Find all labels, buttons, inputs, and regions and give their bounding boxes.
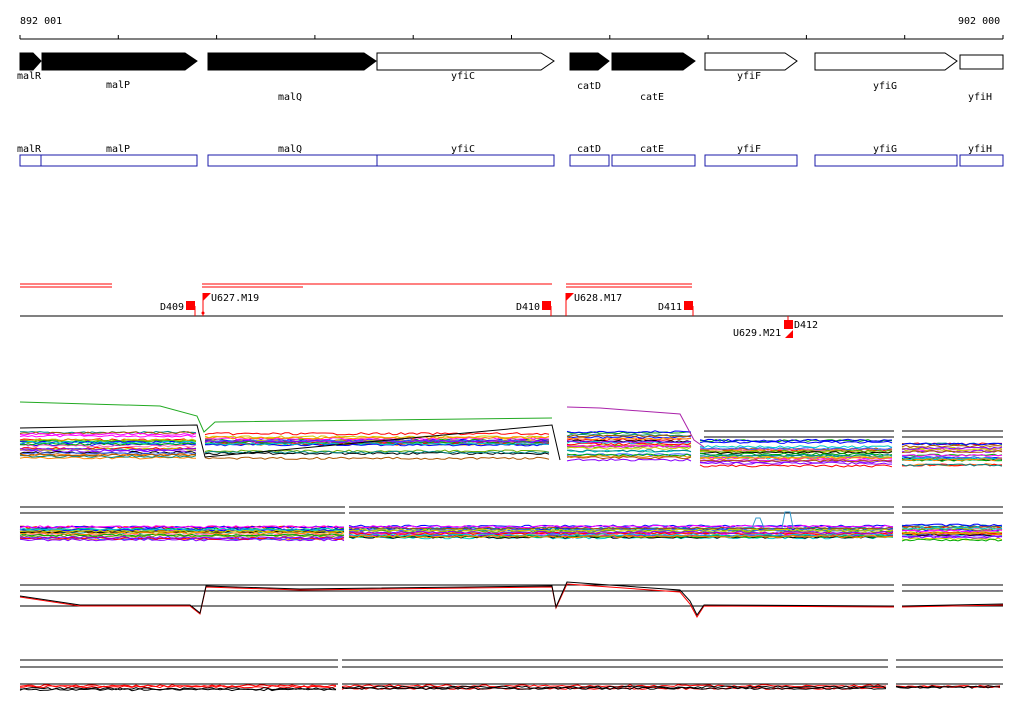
transcript-label-catE: catE — [640, 144, 664, 155]
gene-yfiG[interactable]: yfiG — [814, 52, 958, 92]
gene-yfiF[interactable]: yfiF — [704, 52, 798, 82]
marker-label-D411: D411 — [658, 302, 682, 313]
gene-label-catE: catE — [640, 92, 664, 103]
axis-start-label: 892 001 — [20, 16, 62, 27]
gene-label-catD: catD — [577, 81, 601, 92]
expression-profile-track-3 — [19, 581, 1004, 618]
marker-label-U629-M21: U629.M21 — [733, 328, 781, 339]
gene-yfiH[interactable]: yfiH — [959, 54, 1004, 103]
marker-D411[interactable]: D411 — [658, 301, 694, 316]
transcript-box-malP[interactable]: malP — [40, 144, 198, 167]
expression-profile-track-4 — [19, 659, 1003, 692]
transcript-track: malR malP malQ yfiC catD catE yfiF yfiG — [17, 144, 1004, 167]
segment-lines — [20, 283, 692, 288]
marker-label-D412: D412 — [794, 320, 818, 331]
marker-label-U628-M17: U628.M17 — [574, 293, 622, 304]
gene-track: malR malP malQ yfiC catD catE yf — [17, 52, 1004, 103]
marker-label-D409: D409 — [160, 302, 184, 313]
transcript-label-malP: malP — [106, 144, 130, 155]
transcript-box-yfiG[interactable]: yfiG — [814, 144, 958, 167]
gene-label-yfiH: yfiH — [968, 92, 992, 103]
transcript-label-catD: catD — [577, 144, 601, 155]
transcript-label-yfiG: yfiG — [873, 144, 897, 155]
coordinate-axis: 892 001 902 000 — [19, 16, 1004, 40]
marker-D412[interactable]: D412 — [784, 316, 818, 331]
marker-D409[interactable]: D409 — [160, 301, 196, 316]
transcript-box-malR[interactable]: malR — [17, 144, 42, 167]
transcript-label-yfiC: yfiC — [451, 144, 475, 155]
gene-label-malQ: malQ — [278, 92, 302, 103]
gene-yfiC[interactable]: yfiC — [376, 52, 555, 82]
expression-profile-track-2 — [19, 506, 1003, 542]
transcript-box-yfiH[interactable]: yfiH — [959, 144, 1004, 167]
expression-profile-track-1 — [19, 401, 1003, 468]
marker-label-D410: D410 — [516, 302, 540, 313]
transcript-label-malR: malR — [17, 144, 42, 155]
gene-label-yfiC: yfiC — [451, 71, 475, 82]
transcript-label-malQ: malQ — [278, 144, 302, 155]
gene-malR[interactable]: malR — [17, 52, 42, 82]
transcript-label-yfiF: yfiF — [737, 144, 761, 155]
transcript-box-yfiF[interactable]: yfiF — [704, 144, 798, 167]
marker-U627-M19[interactable]: U627.M19 — [201, 293, 260, 316]
marker-track: D409 U627.M19 D410 U628.M17 D411 D412 — [160, 293, 818, 339]
gene-label-yfiF: yfiF — [737, 71, 761, 82]
marker-label-U627-M19: U627.M19 — [211, 293, 259, 304]
gene-label-yfiG: yfiG — [873, 81, 897, 92]
gene-label-malP: malP — [106, 80, 130, 91]
gene-malP[interactable]: malP — [41, 52, 198, 91]
marker-D410[interactable]: D410 — [516, 301, 552, 316]
transcript-label-yfiH: yfiH — [968, 144, 992, 155]
transcript-box-catD[interactable]: catD — [569, 144, 610, 167]
marker-U628-M17[interactable]: U628.M17 — [565, 293, 622, 316]
gene-label-malR: malR — [17, 71, 42, 82]
transcript-box-catE[interactable]: catE — [611, 144, 696, 167]
marker-U629-M21[interactable]: U629.M21 — [733, 328, 793, 339]
transcript-box-yfiC[interactable]: yfiC — [376, 144, 555, 167]
axis-end-label: 902 000 — [958, 16, 1000, 27]
gene-catD[interactable]: catD — [569, 52, 610, 92]
gene-catE[interactable]: catE — [611, 52, 696, 103]
transcript-box-malQ[interactable]: malQ — [207, 144, 378, 167]
gene-malQ[interactable]: malQ — [207, 52, 377, 103]
